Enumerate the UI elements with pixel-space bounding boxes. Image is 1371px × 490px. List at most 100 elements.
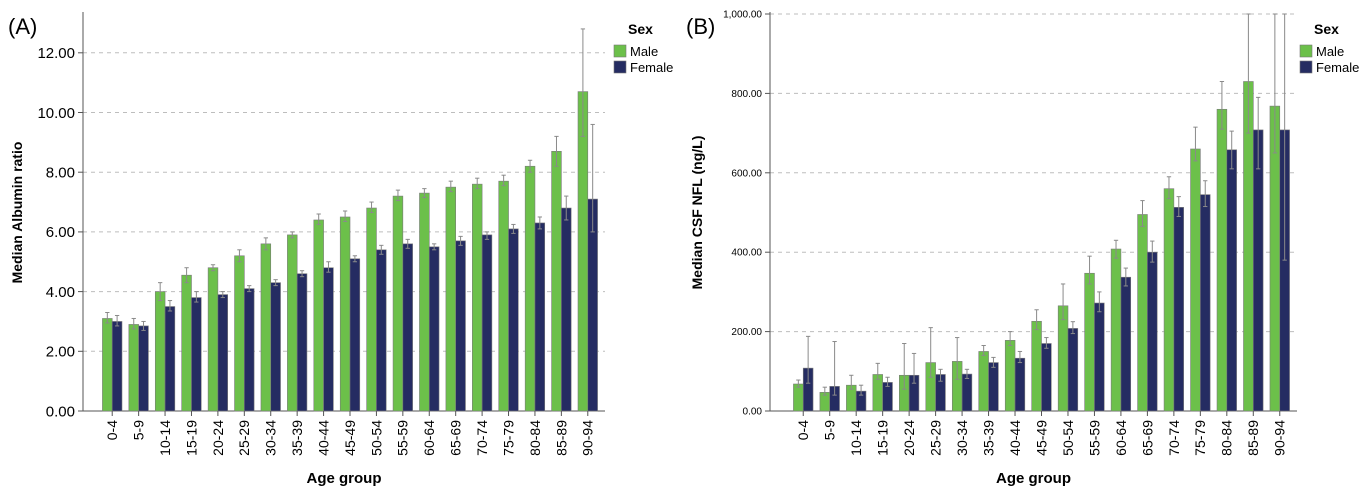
bar-female bbox=[508, 228, 519, 412]
bar-female bbox=[455, 240, 466, 412]
y-tick-label: 0.00 bbox=[743, 407, 763, 418]
bar-male bbox=[793, 383, 804, 412]
bar-female bbox=[1120, 276, 1132, 412]
x-tick-label: 5-9 bbox=[822, 420, 838, 440]
x-tick-label: 35-39 bbox=[289, 420, 305, 456]
x-tick-label: 25-29 bbox=[928, 420, 944, 456]
legend-label-female: Female bbox=[630, 60, 673, 75]
bar-female bbox=[323, 267, 334, 412]
x-tick-label: 50-54 bbox=[368, 420, 384, 456]
bar-female bbox=[296, 273, 308, 412]
x-tick-label: 15-19 bbox=[875, 420, 891, 456]
bar-male bbox=[128, 324, 139, 412]
bar-male bbox=[1031, 320, 1042, 412]
bar-female bbox=[244, 288, 255, 412]
x-tick-label: 10-14 bbox=[157, 420, 173, 456]
legend-label-male: Male bbox=[1316, 44, 1344, 59]
bar-female bbox=[534, 222, 546, 412]
x-tick-label: 90-94 bbox=[1272, 420, 1288, 456]
bar-female bbox=[111, 321, 123, 412]
y-tick-label: 200.00 bbox=[731, 327, 762, 338]
legend-swatch-male bbox=[613, 44, 627, 58]
y-tick-label: 4.00 bbox=[46, 284, 75, 301]
bar-female bbox=[1173, 207, 1184, 412]
bar-female bbox=[1014, 357, 1026, 412]
bar-male bbox=[313, 219, 324, 412]
bar-male bbox=[181, 274, 192, 412]
bar-female bbox=[1200, 194, 1211, 412]
x-tick-label: 80-84 bbox=[1219, 420, 1235, 456]
y-tick-label: 800.00 bbox=[731, 89, 762, 100]
legend-title: Sex bbox=[1314, 21, 1339, 37]
x-tick-label: 25-29 bbox=[236, 420, 252, 456]
x-tick-label: 45-49 bbox=[1033, 420, 1049, 456]
bar-female bbox=[402, 243, 413, 412]
bar-male bbox=[1110, 248, 1122, 412]
bar-female bbox=[481, 234, 493, 412]
x-tick-label: 85-89 bbox=[1245, 420, 1261, 456]
x-tick-label: 45-49 bbox=[342, 420, 358, 456]
bar-male bbox=[1216, 108, 1228, 412]
bar-male bbox=[154, 291, 166, 412]
x-tick-label: 30-34 bbox=[954, 420, 970, 456]
x-tick-label: 60-64 bbox=[1113, 420, 1129, 456]
x-tick-label: 0-4 bbox=[795, 420, 811, 440]
x-tick-label: 10-14 bbox=[848, 420, 864, 456]
x-tick-label: 50-54 bbox=[1060, 420, 1076, 456]
x-tick-label: 65-69 bbox=[1139, 420, 1155, 456]
x-tick-label: 90-94 bbox=[580, 420, 596, 456]
panel-label: (A) bbox=[8, 14, 37, 39]
y-tick-label: 2.00 bbox=[46, 344, 75, 361]
bar-female bbox=[1147, 251, 1158, 412]
bar-male bbox=[366, 207, 377, 412]
bar-female bbox=[1252, 129, 1264, 412]
bar-male bbox=[234, 255, 245, 412]
x-tick-label: 40-44 bbox=[315, 420, 331, 456]
x-tick-label: 20-24 bbox=[210, 420, 226, 456]
bar-female bbox=[1226, 149, 1237, 412]
bar-female bbox=[191, 297, 202, 412]
x-axis-title: Age group bbox=[307, 470, 382, 487]
y-tick-label: 400.00 bbox=[731, 248, 762, 259]
bar-female bbox=[164, 306, 176, 412]
x-tick-label: 75-79 bbox=[1192, 420, 1208, 456]
y-axis-title: Median Albumin ratio bbox=[9, 142, 25, 284]
legend-swatch-female bbox=[613, 60, 627, 74]
bar-male bbox=[551, 151, 562, 412]
x-tick-label: 60-64 bbox=[421, 420, 437, 456]
x-tick-label: 85-89 bbox=[553, 420, 569, 456]
bar-female bbox=[561, 207, 572, 412]
bar-female bbox=[961, 373, 973, 412]
bar-female bbox=[138, 325, 149, 412]
bar-male bbox=[1137, 214, 1148, 412]
x-tick-label: 70-74 bbox=[1166, 420, 1182, 456]
bar-male bbox=[1057, 305, 1069, 412]
bar-female bbox=[217, 294, 228, 412]
y-tick-label: 0.00 bbox=[46, 403, 75, 420]
bar-male bbox=[498, 180, 509, 412]
y-axis-title: Median CSF NFL (ng/L) bbox=[689, 136, 705, 290]
bar-male bbox=[419, 192, 430, 412]
x-tick-label: 35-39 bbox=[980, 420, 996, 456]
legend-title: Sex bbox=[628, 21, 653, 37]
csf-nfl-chart: (B) 0.00 200.00 400.00 600.00 800.00 1,000.00 0… bbox=[686, 10, 1359, 488]
bar-female bbox=[270, 282, 281, 412]
x-tick-label: 65-69 bbox=[448, 420, 464, 456]
x-tick-label: 0-4 bbox=[104, 420, 120, 440]
bar-male bbox=[102, 318, 113, 412]
bar-female bbox=[349, 258, 361, 412]
bar-female bbox=[428, 246, 440, 412]
x-tick-label: 80-84 bbox=[527, 420, 543, 456]
bar-male bbox=[1084, 272, 1095, 412]
y-tick-label: 12.00 bbox=[37, 45, 75, 62]
bar-male bbox=[287, 234, 298, 412]
bar-male bbox=[1163, 188, 1175, 412]
y-tick-label: 600.00 bbox=[731, 168, 762, 179]
bar-female bbox=[1041, 343, 1052, 412]
x-tick-label: 55-59 bbox=[395, 420, 411, 456]
bar-male bbox=[978, 351, 989, 412]
panel-label: (B) bbox=[686, 14, 715, 39]
bar-female bbox=[1067, 328, 1079, 412]
bar-male bbox=[339, 216, 351, 412]
x-tick-label: 30-34 bbox=[263, 420, 279, 456]
